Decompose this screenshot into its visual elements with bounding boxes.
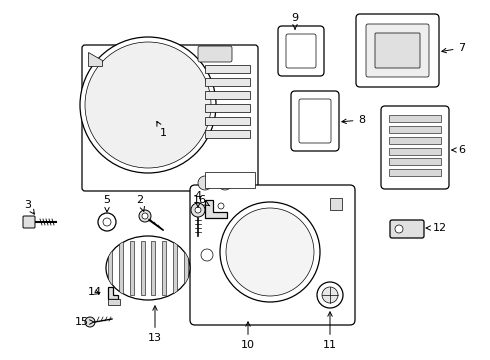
Ellipse shape xyxy=(106,236,190,300)
FancyBboxPatch shape xyxy=(366,24,429,77)
Bar xyxy=(389,126,441,133)
Text: 5: 5 xyxy=(103,195,111,212)
FancyBboxPatch shape xyxy=(375,33,420,68)
Text: 7: 7 xyxy=(442,43,466,53)
Circle shape xyxy=(322,287,338,303)
Bar xyxy=(205,130,250,138)
Circle shape xyxy=(226,208,314,296)
Bar xyxy=(108,299,120,305)
Bar xyxy=(389,148,441,154)
FancyBboxPatch shape xyxy=(390,220,424,238)
Bar xyxy=(162,241,166,295)
Circle shape xyxy=(317,282,343,308)
Text: 15: 15 xyxy=(75,317,95,327)
Circle shape xyxy=(139,210,151,222)
Circle shape xyxy=(395,225,403,233)
Bar xyxy=(108,241,112,295)
Bar xyxy=(389,169,441,176)
Bar xyxy=(389,158,441,165)
Circle shape xyxy=(218,203,224,209)
Polygon shape xyxy=(88,52,102,66)
Text: 16: 16 xyxy=(193,195,210,206)
Polygon shape xyxy=(205,200,227,218)
Circle shape xyxy=(142,213,148,219)
Circle shape xyxy=(98,213,116,231)
Text: 4: 4 xyxy=(195,191,201,207)
Circle shape xyxy=(103,218,111,226)
Bar xyxy=(119,241,123,295)
Polygon shape xyxy=(330,198,342,210)
FancyBboxPatch shape xyxy=(381,106,449,189)
Circle shape xyxy=(218,176,232,190)
Bar xyxy=(205,117,250,125)
Text: 13: 13 xyxy=(148,306,162,343)
Bar xyxy=(184,241,188,295)
FancyBboxPatch shape xyxy=(291,91,339,151)
Circle shape xyxy=(201,249,213,261)
Text: 12: 12 xyxy=(426,223,447,233)
Text: 9: 9 xyxy=(292,13,298,29)
Bar xyxy=(141,241,145,295)
FancyBboxPatch shape xyxy=(286,34,316,68)
Bar xyxy=(205,65,250,73)
Circle shape xyxy=(80,37,216,173)
FancyBboxPatch shape xyxy=(23,216,35,228)
Text: 14: 14 xyxy=(88,287,102,297)
Bar xyxy=(389,137,441,144)
FancyBboxPatch shape xyxy=(198,46,232,62)
Bar xyxy=(389,115,441,122)
FancyBboxPatch shape xyxy=(299,99,331,143)
FancyBboxPatch shape xyxy=(278,26,324,76)
Text: 3: 3 xyxy=(24,200,34,214)
Text: 8: 8 xyxy=(342,115,366,125)
Bar xyxy=(205,78,250,86)
Bar xyxy=(151,241,155,295)
Bar xyxy=(130,241,134,295)
Circle shape xyxy=(195,207,201,213)
Text: 10: 10 xyxy=(241,322,255,350)
Text: 11: 11 xyxy=(323,312,337,350)
Circle shape xyxy=(198,176,212,190)
FancyBboxPatch shape xyxy=(82,45,258,191)
Circle shape xyxy=(220,202,320,302)
Circle shape xyxy=(85,317,95,327)
Circle shape xyxy=(85,42,211,168)
Polygon shape xyxy=(108,287,118,299)
Text: 1: 1 xyxy=(157,121,167,138)
Bar xyxy=(205,104,250,112)
Text: 6: 6 xyxy=(452,145,466,155)
Text: 2: 2 xyxy=(136,195,145,211)
Circle shape xyxy=(191,203,205,217)
FancyBboxPatch shape xyxy=(190,185,355,325)
FancyBboxPatch shape xyxy=(356,14,439,87)
Bar xyxy=(205,172,255,188)
Bar xyxy=(173,241,177,295)
Bar xyxy=(205,91,250,99)
